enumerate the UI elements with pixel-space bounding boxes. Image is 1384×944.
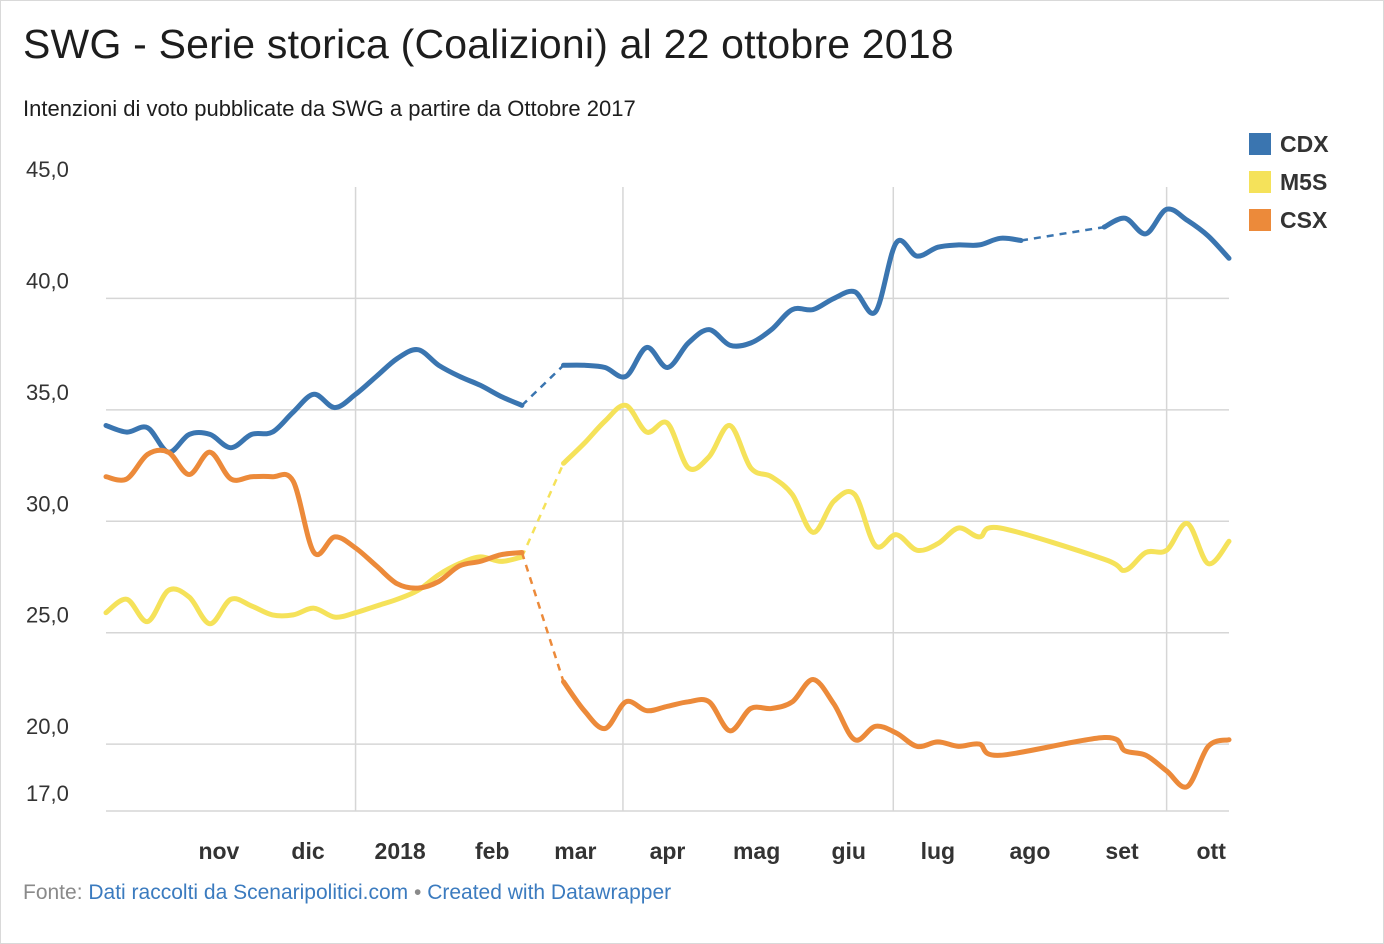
series-gap-cdx <box>1020 225 1105 242</box>
legend-item-csx: CSX <box>1249 201 1329 239</box>
gridlines <box>106 187 1229 812</box>
legend-item-m5s: M5S <box>1249 163 1329 201</box>
series-line-m5s <box>561 402 1232 573</box>
legend: CDX M5S CSX <box>1249 125 1329 239</box>
y-tick-label: 20,0 <box>26 714 69 739</box>
x-tick-label: ago <box>1010 838 1051 864</box>
y-tick-label: 40,0 <box>26 268 69 293</box>
y-tick-label: 17,0 <box>26 781 69 806</box>
source-link[interactable]: Dati raccolti da Scenaripolitici.com <box>88 881 409 904</box>
x-tick-label: apr <box>650 838 686 864</box>
chart-title: SWG - Serie storica (Coalizioni) al 22 o… <box>23 21 954 67</box>
footer-prefix: Fonte: <box>23 881 89 904</box>
series-lines <box>103 206 1232 790</box>
y-axis-ticks: 45,0 40,0 35,0 30,0 25,0 20,0 17,0 <box>26 157 69 806</box>
footer-separator: • <box>408 881 428 904</box>
legend-swatch-cdx <box>1249 133 1271 155</box>
series-line-cdx <box>103 347 525 455</box>
x-tick-label: nov <box>198 838 239 864</box>
series-line-csx <box>103 447 525 591</box>
series-line-cdx <box>1101 206 1232 261</box>
x-tick-label: mar <box>554 838 596 864</box>
chart-subtitle: Intenzioni di voto pubblicate da SWG a p… <box>23 96 636 121</box>
line-chart: 45,0 40,0 35,0 30,0 25,0 20,0 17,0 nov dic 2018 f… <box>26 157 1232 864</box>
legend-swatch-csx <box>1249 209 1271 231</box>
series-line-m5s <box>103 554 525 627</box>
series-gap-csx <box>520 552 565 683</box>
series-gap-m5s <box>520 462 565 558</box>
legend-label-m5s: M5S <box>1280 168 1328 195</box>
series-gap-cdx <box>521 364 565 407</box>
legend-label-cdx: CDX <box>1280 130 1329 157</box>
x-tick-label: 2018 <box>375 838 426 864</box>
x-axis-ticks: nov dic 2018 feb mar apr mag giu lug ago set ott <box>198 838 1226 864</box>
x-tick-label: ott <box>1196 838 1226 864</box>
footer: Fonte: Dati raccolti da Scenaripolitici.… <box>23 881 671 905</box>
legend-item-cdx: CDX <box>1249 125 1329 163</box>
series-line-cdx <box>561 235 1024 380</box>
x-tick-label: feb <box>475 838 510 864</box>
legend-label-csx: CSX <box>1280 206 1328 233</box>
y-tick-label: 30,0 <box>26 491 69 516</box>
x-tick-label: dic <box>291 838 324 864</box>
x-tick-label: giu <box>831 838 866 864</box>
y-tick-label: 25,0 <box>26 603 69 628</box>
y-tick-label: 35,0 <box>26 380 69 405</box>
legend-swatch-m5s <box>1249 171 1271 193</box>
datawrapper-link[interactable]: Created with Datawrapper <box>427 881 672 904</box>
series-line-csx <box>561 677 1232 790</box>
x-tick-label: lug <box>921 838 956 864</box>
x-tick-label: mag <box>733 838 780 864</box>
y-tick-label: 45,0 <box>26 157 69 182</box>
x-tick-label: set <box>1105 838 1139 864</box>
